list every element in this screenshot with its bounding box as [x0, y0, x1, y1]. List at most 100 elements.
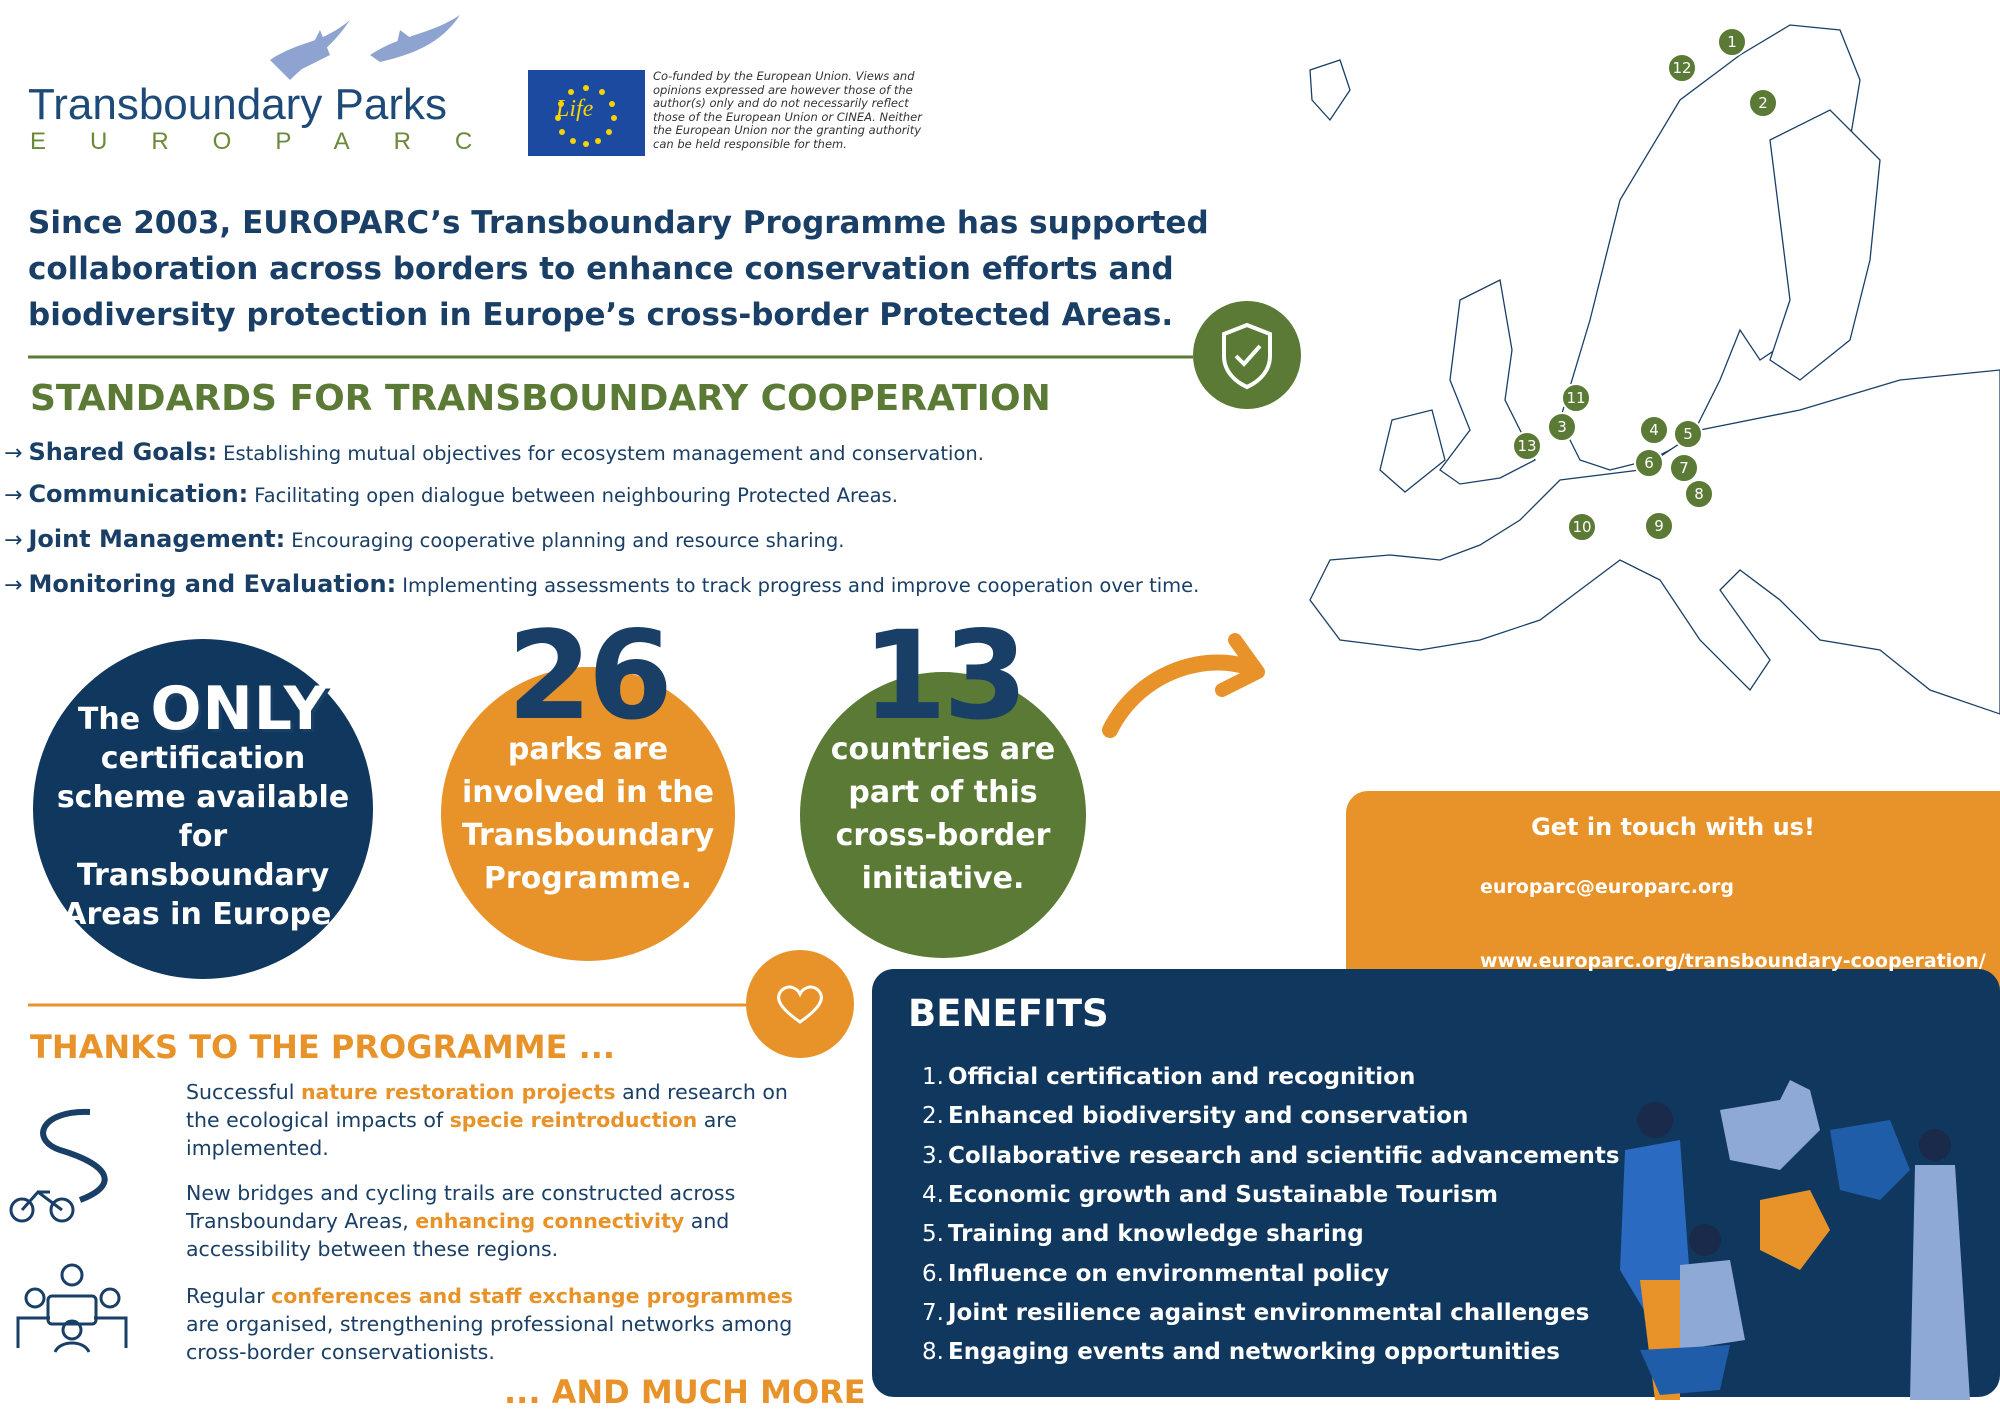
shield-icon: [1193, 301, 1301, 409]
thanks-paragraph: Successful nature restoration projects a…: [186, 1078, 806, 1162]
stat-text: certification scheme available for Trans…: [56, 741, 350, 932]
eu-disclaimer: Co-funded by the European Union. Views a…: [653, 69, 922, 151]
puzzle-piece: [1720, 1080, 1820, 1170]
stat-text: countries are part of this cross-border …: [830, 732, 1056, 896]
benefit-item: 5. Training and knowledge sharing: [920, 1221, 1364, 1247]
text: and accessibility between these regions.: [186, 1209, 730, 1261]
standard-label: Monitoring and Evaluation:: [28, 570, 397, 598]
person: [1680, 1260, 1745, 1350]
person: [1640, 1345, 1730, 1395]
standard-label: Communication:: [28, 480, 249, 508]
benefit-number: 3.: [922, 1142, 944, 1169]
stat-circle: [33, 639, 373, 979]
benefit-text: Engaging events and networking opportuni…: [948, 1339, 1560, 1366]
benefit-item: 7. Joint resilience against environmental…: [920, 1300, 1589, 1326]
map-marker: 8: [1684, 479, 1714, 509]
map-marker: 4: [1639, 415, 1669, 445]
stat-number: 26: [507, 605, 673, 747]
europe-map: [1309, 24, 2000, 715]
benefit-text: Official certification and recognition: [948, 1064, 1416, 1090]
logo-title: Transboundary Parks: [28, 80, 448, 129]
highlight: enhancing connectivity: [415, 1209, 685, 1233]
benefit-number: 1.: [922, 1064, 944, 1090]
person: [1919, 1129, 1951, 1161]
benefit-item: 6. Influence on environmental policy: [920, 1261, 1389, 1287]
benefit-text: Collaborative research and scientific ad…: [948, 1142, 1620, 1169]
benefits-box: [872, 969, 2000, 1397]
standard-label: Joint Management:: [28, 525, 286, 553]
standard-text: Facilitating open dialogue between neigh…: [254, 484, 898, 507]
logo-subtitle: EUROPARC: [30, 128, 517, 155]
intro: Since 2003, EUROPARC’s Transboundary Pro…: [28, 205, 1209, 333]
puzzle-illustration: [1620, 1080, 1970, 1400]
benefit-number: 4.: [922, 1181, 944, 1208]
map-marker: 6: [1634, 448, 1664, 478]
shield: [1222, 322, 1272, 390]
contact-title: Get in touch with us!: [1531, 813, 1815, 841]
map-marker: 3: [1547, 412, 1577, 442]
benefit-text: Joint resilience against environmental c…: [948, 1299, 1590, 1326]
benefits-title: BENEFITS: [908, 992, 1109, 1035]
bike-icon: [20, 1189, 63, 1212]
thanks-title: THANKS TO THE PROGRAMME ...: [30, 1028, 616, 1066]
arrow-icon: →: [4, 573, 23, 598]
puzzle-piece: [1760, 1190, 1830, 1270]
benefit-number: 8.: [922, 1339, 944, 1366]
contact-website[interactable]: www.europarc.org/transboundary-cooperati…: [1480, 950, 1986, 972]
stat-circle: [441, 667, 735, 961]
stat-headline: ONLY: [150, 674, 329, 744]
person: [1689, 1224, 1721, 1256]
benefit-text: Influence on environmental policy: [948, 1260, 1390, 1287]
highlight: specie reintroduction: [449, 1108, 698, 1132]
person: [1910, 1165, 1970, 1400]
stat-prefix: The: [77, 702, 141, 737]
benefit-number: 5.: [922, 1221, 944, 1248]
thanks-paragraph: Regular conferences and staff exchange p…: [186, 1282, 806, 1366]
benefit-number: 6.: [922, 1260, 944, 1287]
road-icon: [40, 1108, 108, 1203]
standard-text: Encouraging cooperative planning and res…: [291, 529, 845, 552]
text: and research on the ecological impacts o…: [186, 1080, 788, 1132]
bike-icon: [9, 1197, 35, 1223]
eu-stars: [555, 85, 617, 147]
standards-title: STANDARDS FOR TRANSBOUNDARY COOPERATION: [30, 378, 1051, 419]
arrow-head: [1215, 633, 1265, 697]
highlight: nature restoration projects: [300, 1080, 616, 1104]
bird: [370, 15, 460, 62]
standard-item: → Monitoring and Evaluation: Implementing …: [4, 570, 1199, 598]
benefit-item: 8. Engaging events and networking opportu…: [920, 1339, 1560, 1365]
map-marker: 2: [1748, 88, 1778, 118]
benefit-number: 2.: [922, 1103, 944, 1130]
text: Successful: [186, 1080, 301, 1104]
standard-text: Establishing mutual objectives for ecosy…: [223, 442, 984, 465]
benefit-text: Enhanced biodiversity and conservation: [948, 1103, 1469, 1130]
benefit-text: Training and knowledge sharing: [948, 1221, 1364, 1248]
contact-email[interactable]: europarc@europarc.org: [1480, 876, 1735, 898]
benefit-number: 7.: [922, 1299, 944, 1326]
arrow-icon: →: [4, 528, 23, 553]
map-marker: 5: [1673, 419, 1703, 449]
standard-item: → Communication: Facilitating open dialogu…: [4, 480, 898, 508]
arrow: [1102, 654, 1263, 738]
benefit-item: 2. Enhanced biodiversity and conservation: [920, 1103, 1468, 1129]
text: are implemented.: [186, 1108, 737, 1160]
bird: [270, 20, 350, 80]
map-marker: 7: [1669, 453, 1699, 483]
benefit-item: 1. Official certification and recognition: [920, 1064, 1415, 1090]
map-marker: 12: [1667, 53, 1697, 83]
benefit-text: Economic growth and Sustainable Tourism: [948, 1181, 1498, 1208]
text: Regular: [186, 1284, 272, 1308]
stat-text: parks are involved in the Transboundary …: [461, 732, 715, 896]
bike-icon: [49, 1197, 75, 1223]
stat-text: The ONLY certification scheme available …: [53, 679, 353, 934]
map-marker: 9: [1644, 511, 1674, 541]
map-marker: 13: [1512, 431, 1542, 461]
arrow-icon: →: [4, 441, 23, 466]
standard-label: Shared Goals:: [28, 438, 218, 466]
check: [1234, 344, 1262, 367]
person: [1637, 1102, 1673, 1138]
standard-item: → Joint Management: Encouraging cooperativ…: [4, 525, 844, 553]
map-marker: 10: [1567, 512, 1597, 542]
